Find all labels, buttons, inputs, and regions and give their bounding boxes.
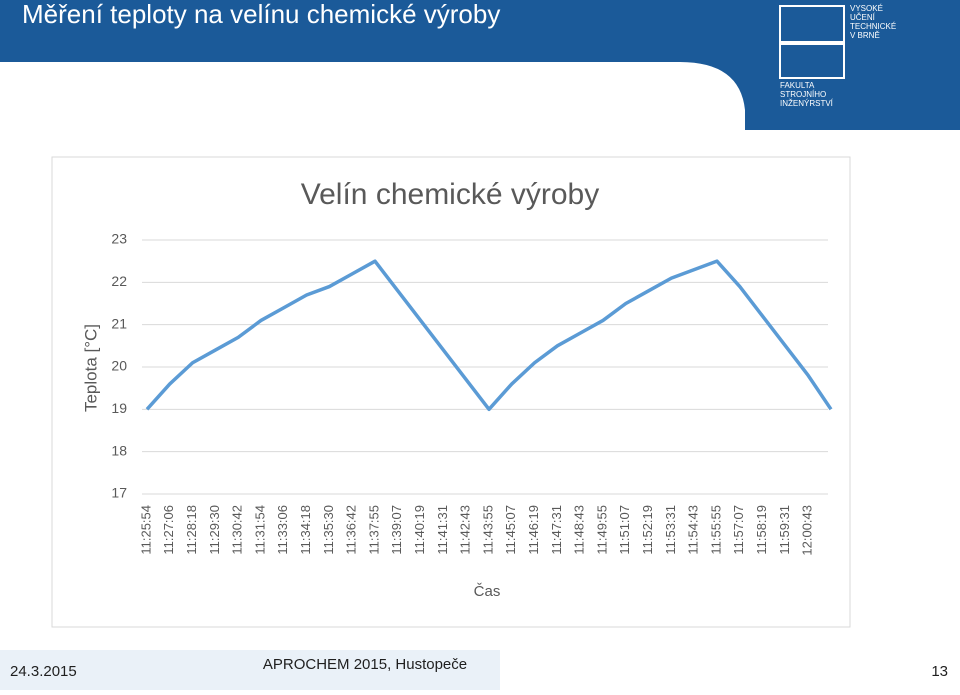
x-tick-label: 11:51:07	[617, 505, 632, 555]
x-tick-label: 11:35:30	[321, 505, 336, 555]
x-tick-label: 11:47:31	[549, 505, 564, 555]
slide-title: Měření teploty na velínu chemické výroby	[22, 0, 500, 29]
x-tick-label: 11:48:43	[572, 505, 587, 555]
plot: 17 18 19 20 21 22 23 11:25:54 11:27:06 11:28:18 11…	[111, 231, 833, 556]
footer-band	[0, 650, 500, 690]
logo-text: V BRNĚ	[850, 31, 880, 40]
logo-text: INŽENÝRSTVÍ	[780, 99, 834, 108]
x-tick-label: 11:57:07	[731, 505, 746, 555]
x-tick-label: 11:58:19	[754, 505, 769, 555]
x-tick-label: 11:33:06	[275, 505, 290, 555]
x-tick-label: 11:49:55	[594, 505, 609, 555]
x-tick-label: 11:59:31	[777, 505, 792, 555]
x-tick-label: 11:30:42	[230, 505, 245, 555]
y-tick-label: 18	[111, 442, 127, 458]
y-tick-label: 22	[111, 273, 127, 289]
x-tick-label: 11:37:55	[366, 505, 381, 555]
logo-text: UČENÍ	[850, 13, 876, 22]
y-tick-label: 17	[111, 485, 127, 501]
y-tick-label: 19	[111, 400, 127, 416]
x-tick-label: 11:34:18	[298, 505, 313, 555]
x-tick-label: 11:29:30	[207, 505, 222, 555]
logo-text: TECHNICKÉ	[850, 22, 896, 31]
x-tick-label: 11:39:07	[389, 505, 404, 555]
x-tick-label: 11:40:19	[412, 505, 427, 555]
x-tick-label: 11:43:55	[480, 505, 495, 555]
x-tick-label: 11:25:54	[138, 505, 153, 555]
header-band	[0, 0, 960, 130]
y-tick-label: 21	[111, 315, 127, 331]
x-tick-label: 11:41:31	[435, 505, 450, 555]
x-tick-label: 12:00:43	[800, 505, 815, 556]
chart-frame	[51, 156, 851, 628]
x-tick-label: 11:36:42	[344, 505, 359, 555]
logo-text: FAKULTA	[780, 81, 815, 90]
logo-text: VYSOKÉ	[850, 4, 883, 13]
logo-mark	[779, 43, 845, 79]
x-axis-label: Čas	[474, 583, 501, 600]
logo-mark	[779, 5, 845, 43]
logo: VYSOKÉ UČENÍ TECHNICKÉ V BRNĚ FAKULTA ST…	[779, 4, 896, 108]
x-tick-label: 11:28:18	[184, 505, 199, 555]
data-line	[145, 259, 833, 412]
x-tick-label: 11:54:43	[686, 505, 701, 555]
x-tick-label: 11:45:07	[503, 505, 518, 555]
logo-text: STROJNÍHO	[780, 90, 826, 99]
chart-title: Velín chemické výroby	[301, 178, 599, 211]
x-tick-label: 11:31:54	[252, 505, 267, 555]
footer-event: APROCHEM 2015, Hustopeče	[263, 656, 467, 673]
x-tick-label: 11:52:19	[640, 505, 655, 555]
x-tick-label: 11:27:06	[161, 505, 176, 555]
x-tick-label: 11:55:55	[708, 505, 723, 555]
y-tick-label: 20	[111, 358, 127, 374]
footer-date: 24.3.2015	[10, 663, 77, 680]
x-tick-label: 11:53:31	[663, 505, 678, 555]
y-axis-label: Teplota [°C]	[81, 324, 100, 412]
y-tick-label: 23	[111, 231, 127, 247]
x-tick-label: 11:42:43	[458, 505, 473, 555]
page-number: 13	[931, 663, 948, 680]
x-tick-label: 11:46:19	[526, 505, 541, 555]
